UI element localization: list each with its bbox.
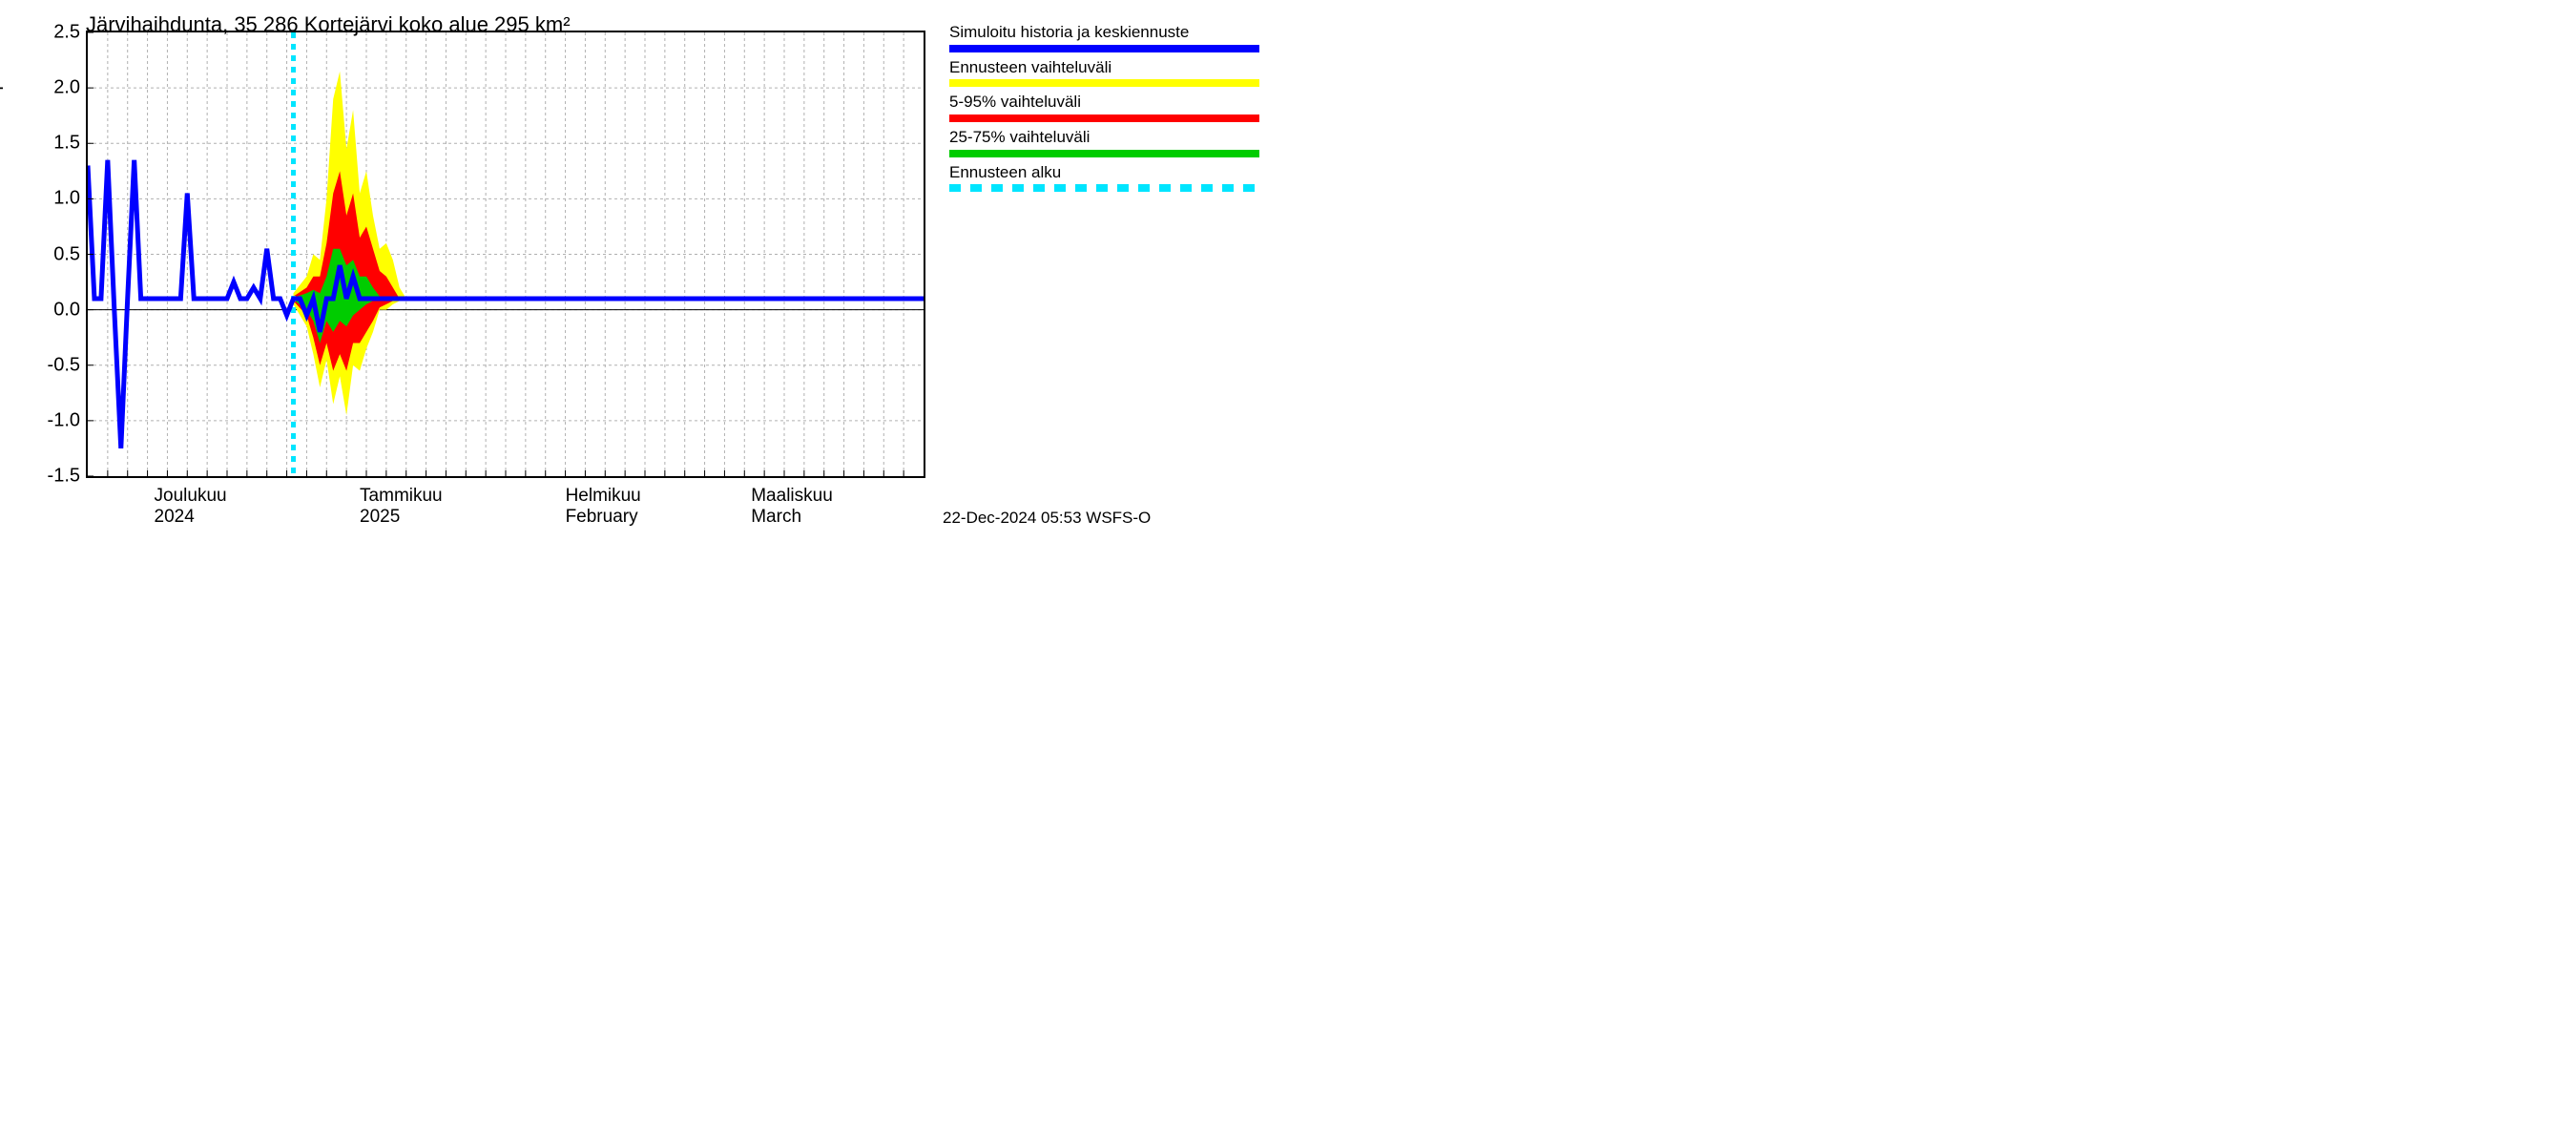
- legend-entry: 25-75% vaihteluväli: [949, 129, 1274, 157]
- legend-entry: Ennusteen alku: [949, 164, 1274, 193]
- x-tick-label: MaaliskuuMarch: [751, 486, 833, 528]
- y-tick-label: -1.0: [48, 409, 80, 431]
- y-tick-label: 0.5: [53, 243, 80, 265]
- legend-swatch: [949, 79, 1259, 87]
- legend-swatch: [949, 114, 1259, 122]
- y-axis-label: Järvihaihdunta / Lake evaporation mm/d: [0, 0, 5, 297]
- y-tick-label: 2.5: [53, 22, 80, 44]
- chart-container: Järvihaihdunta, 35 286 Kortejärvi koko a…: [0, 0, 1288, 572]
- legend-swatch: [949, 184, 1259, 192]
- legend-swatch: [949, 150, 1259, 157]
- legend-label: Ennusteen alku: [949, 164, 1274, 182]
- y-tick-label: 0.0: [53, 299, 80, 321]
- legend-entry: Simuloitu historia ja keskiennuste: [949, 24, 1274, 52]
- legend-swatch: [949, 45, 1259, 52]
- y-tick-label: -0.5: [48, 354, 80, 376]
- x-tick-label: Tammikuu2025: [360, 486, 443, 528]
- x-tick-label: HelmikuuFebruary: [566, 486, 641, 528]
- legend-label: Simuloitu historia ja keskiennuste: [949, 24, 1274, 42]
- y-tick-label: 2.0: [53, 77, 80, 99]
- y-tick-label: -1.5: [48, 466, 80, 488]
- legend-label: Ennusteen vaihteluväli: [949, 59, 1274, 77]
- legend-entry: Ennusteen vaihteluväli: [949, 59, 1274, 88]
- x-tick-label: Joulukuu2024: [155, 486, 227, 528]
- legend-label: 5-95% vaihteluväli: [949, 94, 1274, 112]
- footer-timestamp: 22-Dec-2024 05:53 WSFS-O: [943, 509, 1151, 528]
- plot-svg: [88, 32, 924, 476]
- y-tick-label: 1.5: [53, 133, 80, 155]
- legend-label: 25-75% vaihteluväli: [949, 129, 1274, 147]
- y-tick-label: 1.0: [53, 188, 80, 210]
- legend: Simuloitu historia ja keskiennuste Ennust…: [949, 24, 1274, 198]
- plot-area: -1.5-1.0-0.50.00.51.01.52.02.5Joulukuu20…: [86, 31, 925, 478]
- legend-entry: 5-95% vaihteluväli: [949, 94, 1274, 122]
